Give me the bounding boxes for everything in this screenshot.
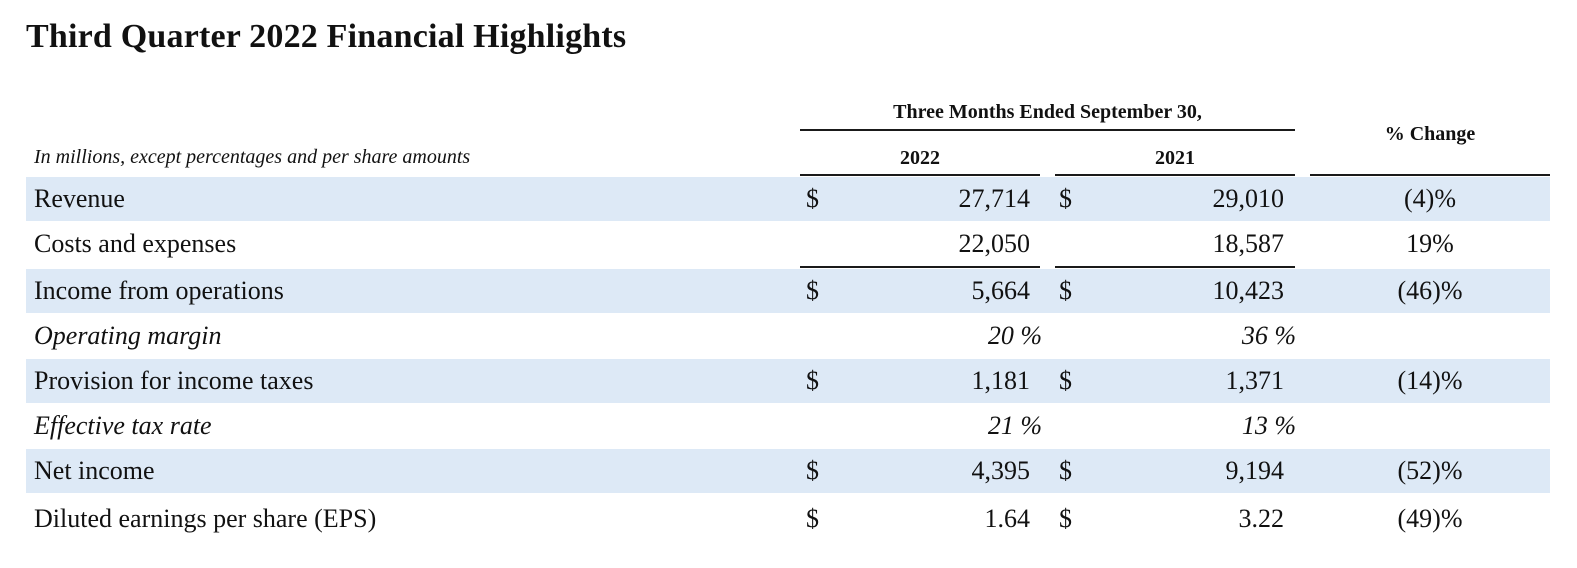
- value-2021: 36 %: [1241, 321, 1296, 350]
- value-2022: 27,714: [958, 184, 1031, 213]
- period-header-rule: [800, 129, 1295, 131]
- row-label: Operating margin: [34, 321, 222, 350]
- row-label: Revenue: [34, 184, 125, 213]
- header-rule-change: [1310, 174, 1550, 176]
- value-2021: 3.22: [1238, 504, 1285, 533]
- page-title: Third Quarter 2022 Financial Highlights: [26, 18, 627, 55]
- currency-symbol: [1059, 222, 1079, 266]
- currency-symbol: $: [806, 366, 819, 395]
- table-row-effective-tax-rate: Effective tax rate 21 % 13 %: [26, 404, 1550, 448]
- column-header-change: % Change: [1384, 123, 1476, 145]
- table-row-costs: Costs and expenses 22,050 18,587 19%: [26, 222, 1550, 266]
- column-header-2021: 2021: [1155, 147, 1195, 169]
- table-row-net-income: Net income $ 4,395 $ 9,194 (52)%: [26, 449, 1550, 493]
- table-row-operating-margin: Operating margin 20 % 36 %: [26, 314, 1550, 358]
- currency-symbol: $: [806, 456, 819, 485]
- table-row-diluted-eps: Diluted earnings per share (EPS) $ 1.64 …: [26, 497, 1550, 541]
- value-2022: 20 %: [987, 321, 1042, 350]
- currency-symbol: $: [806, 184, 819, 213]
- subtotal-rule-2021: [1055, 266, 1295, 268]
- period-header: Three Months Ended September 30,: [893, 101, 1202, 123]
- value-2022: 1,181: [971, 366, 1031, 395]
- table-row-provision-for-income-taxes: Provision for income taxes $ 1,181 $ 1,3…: [26, 359, 1550, 403]
- value-2021: 9,194: [1225, 456, 1285, 485]
- percent-change: (14)%: [1397, 366, 1463, 395]
- percent-change: (49)%: [1397, 504, 1463, 533]
- currency-symbol: $: [1059, 366, 1072, 395]
- row-label: Diluted earnings per share (EPS): [34, 504, 377, 533]
- row-label: Effective tax rate: [34, 411, 212, 440]
- value-2022: 4,395: [971, 456, 1031, 485]
- currency-symbol: $: [806, 504, 819, 533]
- row-label: Costs and expenses: [34, 229, 237, 258]
- value-2021: 29,010: [1212, 184, 1285, 213]
- percent-change: (4)%: [1404, 184, 1456, 213]
- header-rule-2021: [1055, 174, 1295, 176]
- value-2022: 1.64: [984, 504, 1031, 533]
- column-header-2022: 2022: [900, 147, 940, 169]
- currency-symbol: $: [1059, 504, 1072, 533]
- row-label: Income from operations: [34, 276, 284, 305]
- value-2021: 18,587: [1212, 229, 1285, 258]
- table-unit-note: In millions, except percentages and per …: [34, 146, 471, 168]
- currency-symbol: [806, 222, 826, 266]
- value-2022: 5,664: [971, 276, 1031, 305]
- percent-change: [1310, 314, 1550, 358]
- currency-symbol: $: [1059, 456, 1072, 485]
- percent-change: 19%: [1406, 229, 1454, 258]
- value-2022: 21 %: [987, 411, 1042, 440]
- currency-symbol: $: [1059, 184, 1072, 213]
- header-rule-2022: [800, 174, 1040, 176]
- value-2021: 1,371: [1225, 366, 1285, 395]
- subtotal-rule-2022: [800, 266, 1040, 268]
- percent-change: (46)%: [1397, 276, 1463, 305]
- value-2022: 22,050: [958, 229, 1031, 258]
- table-row-revenue: Revenue $ 27,714 $ 29,010 (4)%: [26, 177, 1550, 221]
- currency-symbol: $: [1059, 276, 1072, 305]
- currency-symbol: $: [806, 276, 819, 305]
- table-row-income-from-operations: Income from operations $ 5,664 $ 10,423 …: [26, 269, 1550, 313]
- value-2021: 13 %: [1241, 411, 1296, 440]
- row-label: Provision for income taxes: [34, 366, 314, 395]
- percent-change: [1310, 404, 1550, 448]
- percent-change: (52)%: [1397, 456, 1463, 485]
- value-2021: 10,423: [1212, 276, 1285, 305]
- row-label: Net income: [34, 456, 155, 485]
